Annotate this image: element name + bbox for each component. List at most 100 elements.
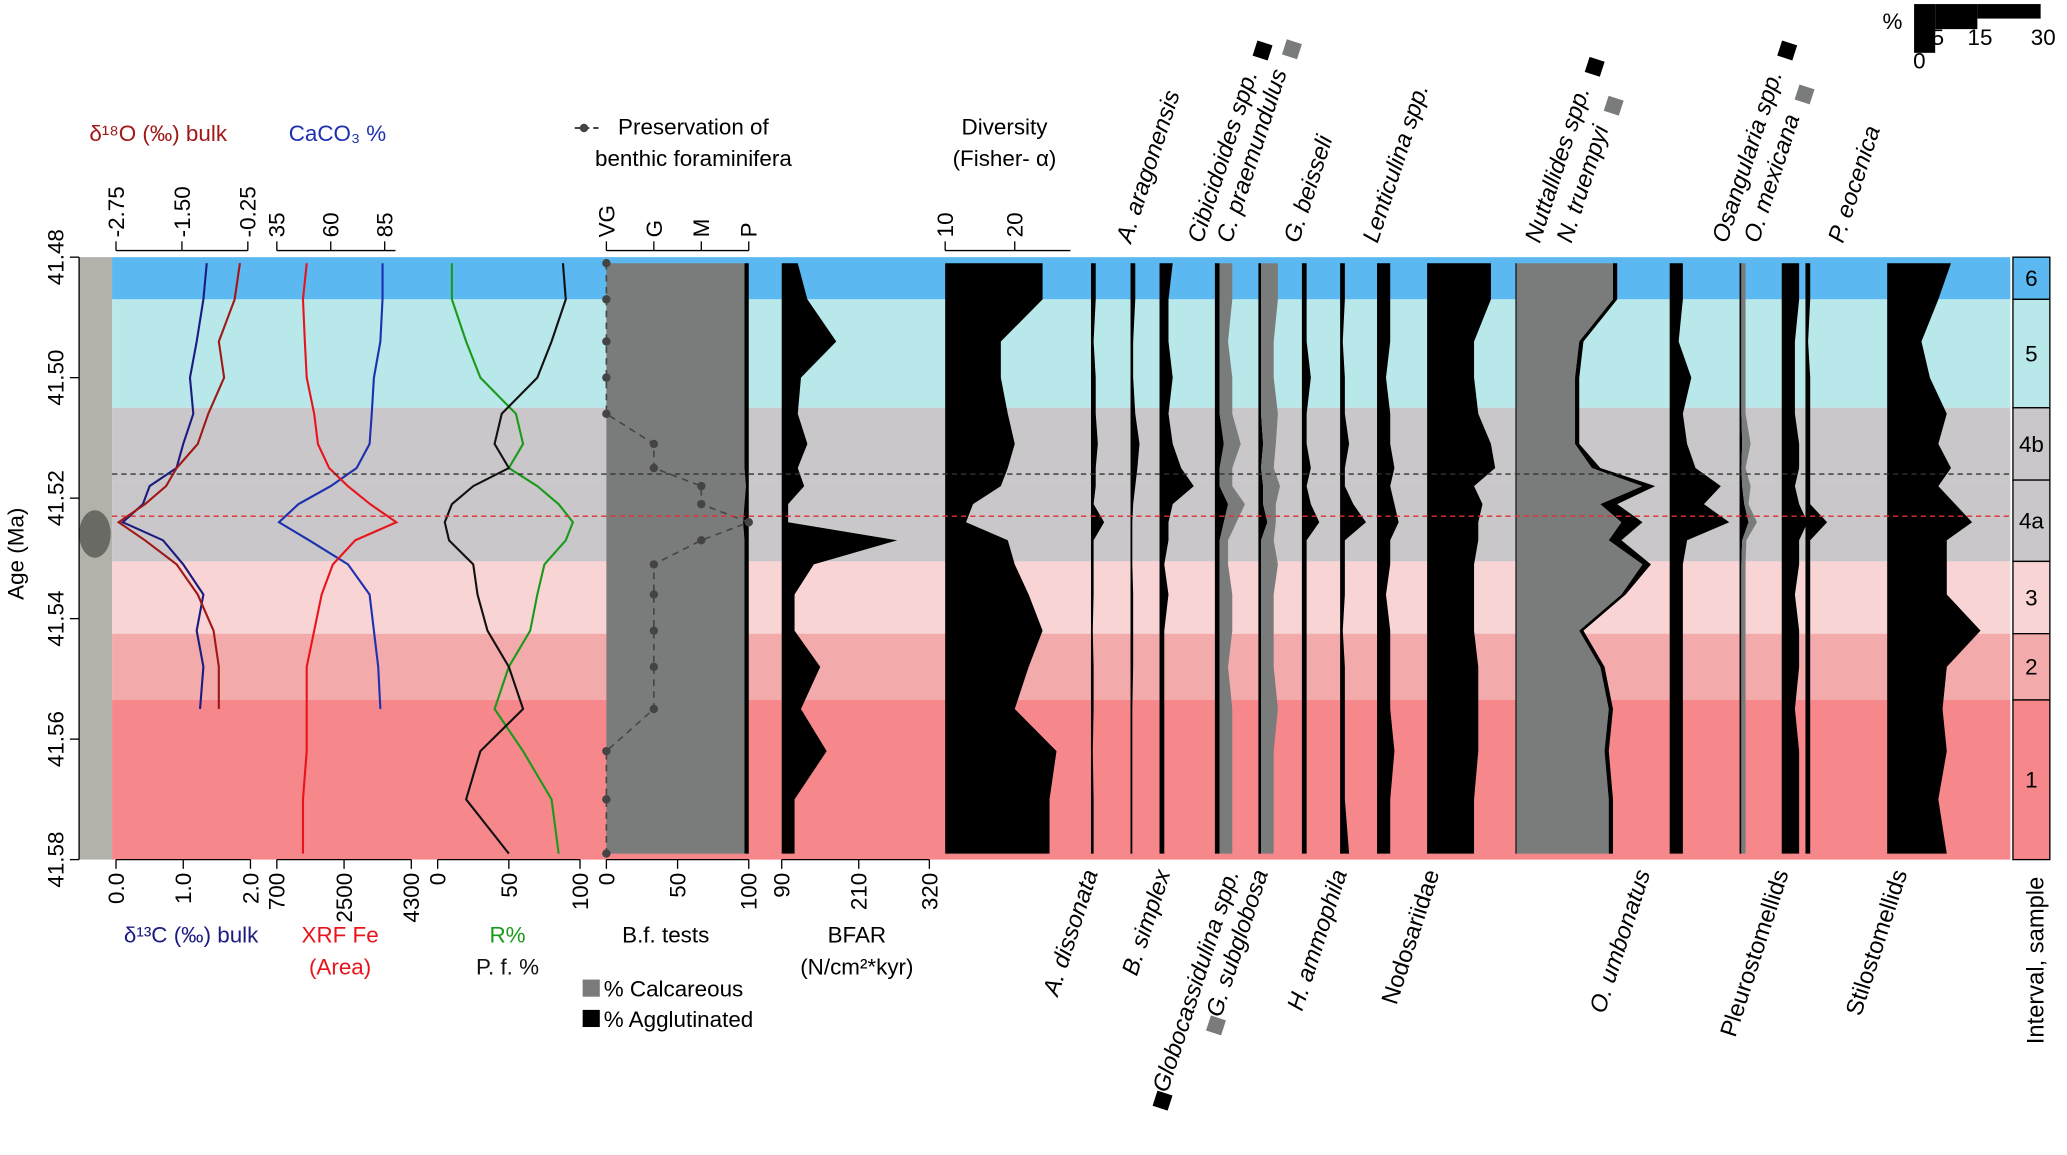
y-tick-label: 41.52	[43, 470, 68, 526]
panel-label: (Area)	[309, 954, 371, 979]
curve	[116, 263, 241, 709]
x-tick-label: 35	[265, 212, 290, 237]
panel-label: Diversity	[962, 115, 1049, 140]
x-tick-label: 4300	[399, 873, 424, 923]
area	[781, 263, 898, 854]
y-axis-label: Age (Ma)	[4, 508, 29, 600]
interval-label: 1	[2025, 768, 2037, 793]
dot	[602, 373, 611, 382]
panel-label: P. f. %	[476, 954, 539, 979]
taxon-label: O. umbonatus	[1585, 866, 1656, 1016]
x-tick-label: P	[737, 222, 762, 237]
y-tick-label: 41.50	[43, 350, 68, 406]
taxon-silhouette	[1215, 263, 1229, 854]
legend-swatch	[1777, 40, 1798, 61]
taxon-silhouette	[1427, 263, 1496, 854]
interval-box	[2012, 298, 2051, 409]
dot	[697, 499, 706, 509]
dot	[602, 849, 611, 858]
taxon-label: H. ammophila	[1283, 867, 1353, 1014]
taxon-silhouette	[1258, 263, 1268, 854]
interval-label: 5	[2025, 341, 2037, 366]
taxon-label: A. aragonensis	[1111, 87, 1185, 248]
panel-label: R%	[489, 923, 525, 948]
legend-swatch	[1794, 84, 1815, 105]
interval-label: Interval, sample	[2023, 877, 2049, 1044]
x-tick-label: 2.0	[238, 873, 263, 904]
scale-bar-tick-label: 30	[2031, 25, 2056, 50]
scale-bar-step	[1935, 4, 1978, 30]
bands	[112, 257, 2011, 860]
taxon-silhouette	[1740, 263, 1749, 854]
x-tick-label: 100	[737, 873, 762, 910]
interval-label: 6	[2025, 266, 2037, 291]
x-tick-label: 10	[933, 212, 958, 237]
curve	[450, 263, 575, 854]
taxon-silhouette	[1670, 263, 1730, 854]
interval-label: 4a	[2019, 509, 2044, 534]
interval-band	[112, 561, 2011, 634]
taxon-silhouette	[1219, 263, 1245, 854]
area	[606, 263, 746, 854]
panel-label: B.f. tests	[622, 923, 709, 948]
x-tick-label: 85	[373, 212, 398, 237]
panel-label: Preservation of	[618, 115, 769, 140]
legend-swatch	[1281, 39, 1302, 60]
scale-bar-step	[1977, 4, 2041, 19]
taxon-label: Lenticulina spp.	[1359, 81, 1435, 246]
x-tick-label: -0.25	[236, 186, 261, 237]
taxon-silhouette	[1782, 263, 1808, 854]
taxon-silhouette	[1340, 263, 1366, 854]
x-tick-label: 0.0	[104, 873, 129, 904]
interval-label: 4b	[2019, 432, 2044, 457]
taxon-silhouette	[1887, 263, 1981, 854]
taxon-silhouette	[1515, 263, 1643, 854]
panel-label: δ¹⁸O (‰) bulk	[89, 121, 227, 146]
interval-band	[112, 299, 2011, 408]
x-tick-label: 210	[847, 873, 872, 910]
taxon-silhouette	[1741, 263, 1757, 854]
y-tick-label: 41.58	[43, 832, 68, 888]
interval-label: 3	[2025, 585, 2037, 610]
dot	[602, 258, 611, 268]
x-tick-label: VG	[594, 205, 619, 237]
y-tick-label: 41.56	[43, 711, 68, 767]
x-tick-label: 700	[265, 873, 290, 910]
legend-swatch	[1152, 1090, 1173, 1111]
x-tick-label: 100	[568, 873, 593, 910]
taxon-silhouette	[1261, 263, 1281, 854]
dot	[602, 795, 611, 804]
x-tick-label: M	[689, 219, 714, 238]
curve	[443, 263, 567, 855]
taxon-silhouette	[1575, 263, 1656, 854]
y-tick-label: 41.48	[43, 229, 68, 285]
y-tick-label: 41.54	[43, 591, 68, 647]
dot	[649, 463, 659, 473]
taxon-label: G. beisseli	[1279, 132, 1338, 246]
interval-band	[112, 407, 2011, 481]
legend-swatch	[1252, 40, 1273, 61]
taxon-label: Pleurostomellids	[1716, 867, 1795, 1041]
x-tick-label: 1.0	[171, 873, 196, 904]
panel-label: CaCO₃ %	[289, 121, 387, 146]
dot	[649, 439, 659, 449]
core-dark-layer	[79, 510, 111, 558]
legend-label: % Calcareous	[604, 977, 743, 1002]
area	[945, 263, 1057, 854]
taxon-label: Nodosariidae	[1377, 867, 1445, 1008]
dot	[697, 536, 706, 545]
interval-box	[2012, 699, 2051, 861]
dot	[649, 662, 659, 672]
scale-bar-label: %	[1882, 9, 1902, 34]
legend-swatch	[1603, 95, 1624, 116]
x-tick-label: 0	[426, 873, 451, 885]
taxon-label: A. dissonata	[1038, 867, 1104, 1001]
interval-band	[112, 257, 2011, 300]
dot	[602, 409, 611, 419]
dot	[649, 560, 659, 569]
dot	[649, 626, 659, 635]
curve	[301, 263, 399, 854]
taxon-silhouette	[1160, 263, 1194, 854]
interval-label: 2	[2025, 655, 2037, 680]
core-image	[79, 257, 113, 860]
